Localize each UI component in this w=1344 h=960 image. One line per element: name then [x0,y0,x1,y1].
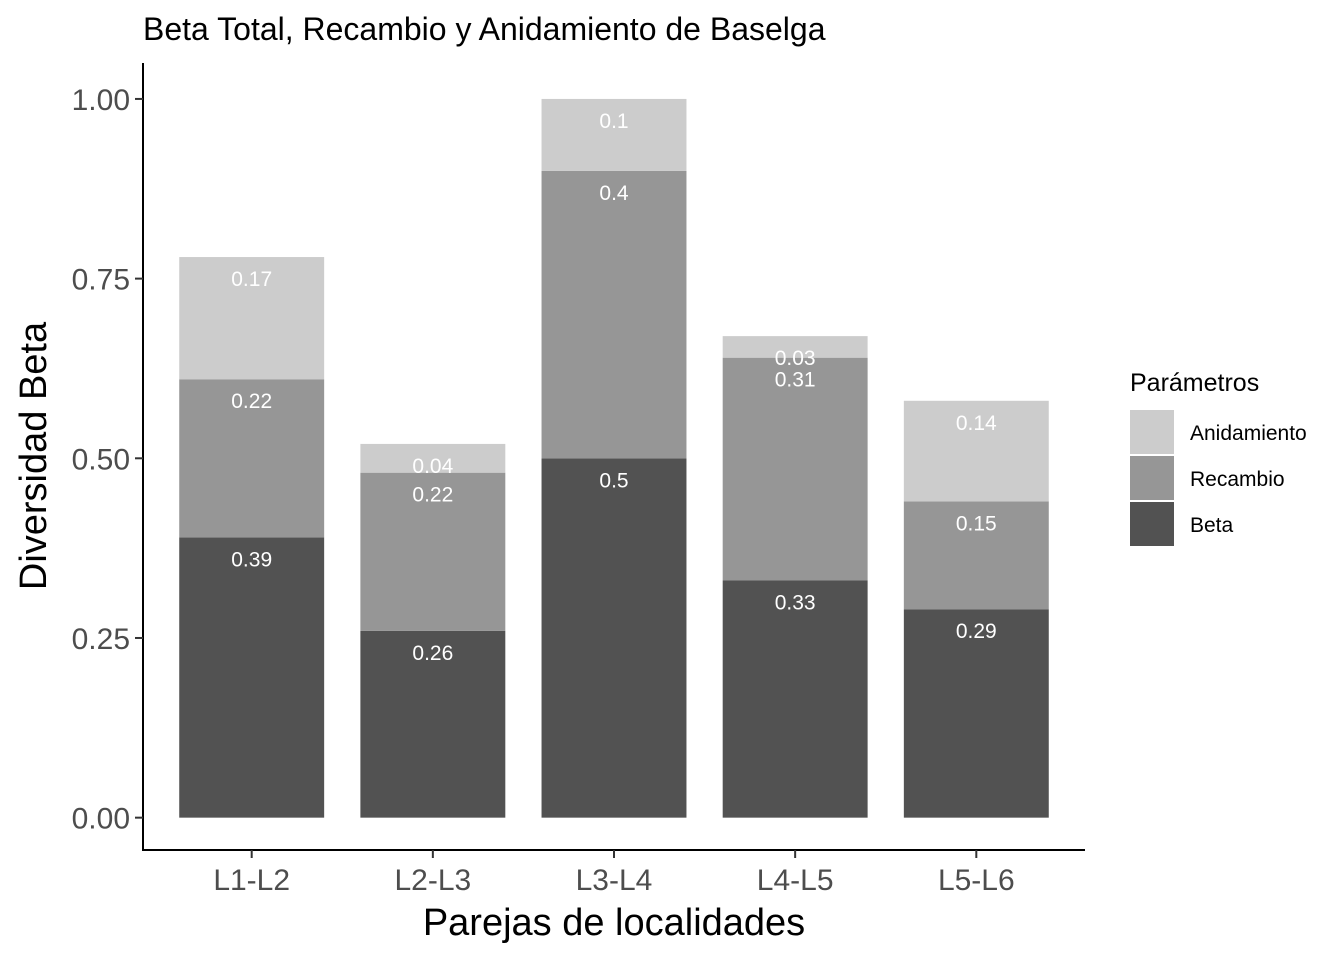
y-axis-title: Diversidad Beta [13,321,55,590]
data-label-recambio-l1-l2: 0.22 [231,390,272,413]
data-label-anidamiento-l1-l2: 0.17 [231,268,272,291]
data-label-recambio-l3-l4: 0.4 [599,182,629,205]
bar-recambio-l2-l3 [360,472,506,631]
plot-data-labels: 0.39 0.22 0.17 0.26 0.22 0.04 0.5 0.4 0.1 0.33 0.3… [231,110,997,665]
data-label-recambio-l5-l6: 0.15 [956,512,997,535]
bar-beta-l5-l6 [903,609,1049,818]
legend-label-beta: Beta [1190,514,1234,537]
x-tick-label: L2-L3 [394,864,471,897]
legend-key-beta [1130,502,1174,546]
legend-key-anidamiento [1130,410,1174,454]
bar-recambio-l3-l4 [541,170,687,459]
data-label-anidamiento-l5-l6: 0.14 [956,412,997,435]
x-tick-label: L1-L2 [213,864,290,897]
y-tick-label: 0.00 [72,803,130,836]
bar-anidamiento-l2-l3 [360,443,506,473]
bar-beta-l1-l2 [179,537,325,818]
x-tick-label: L3-L4 [576,864,653,897]
legend-title: Parámetros [1130,369,1259,397]
legend: Parámetros Anidamiento Recambio Beta [1130,369,1307,546]
legend-label-anidamiento: Anidamiento [1190,422,1307,445]
data-label-recambio-l2-l3: 0.22 [412,484,453,507]
x-tick-label: L4-L5 [757,864,834,897]
bar-recambio-l1-l2 [179,379,325,538]
legend-items: Anidamiento Recambio Beta [1130,410,1307,546]
bar-beta-l3-l4 [541,458,687,818]
x-axis-ticks: L1-L2 L2-L3 L3-L4 L4-L5 L5-L6 [213,850,1015,897]
x-axis-title: Parejas de localidades [423,902,805,944]
data-label-beta-l2-l3: 0.26 [412,642,453,665]
data-label-anidamiento-l2-l3: 0.04 [412,455,453,478]
bar-anidamiento-l5-l6 [903,400,1049,502]
bar-anidamiento-l3-l4 [541,98,687,171]
data-label-beta-l1-l2: 0.39 [231,548,272,571]
y-axis-ticks: 0.00 0.25 0.50 0.75 1.00 [72,84,143,836]
bar-anidamiento-l4-l5 [722,336,868,358]
bar-beta-l4-l5 [722,580,868,818]
bar-beta-l2-l3 [360,630,506,818]
x-tick-label: L5-L6 [938,864,1015,897]
data-label-recambio-l4-l5: 0.31 [775,369,816,392]
data-label-anidamiento-l4-l5: 0.03 [775,347,816,370]
y-tick-label: 0.25 [72,623,130,656]
bar-recambio-l5-l6 [903,501,1049,610]
legend-label-recambio: Recambio [1190,468,1285,491]
data-label-beta-l3-l4: 0.5 [599,469,628,492]
legend-key-recambio [1130,456,1174,500]
plot-bars [179,98,1049,818]
y-tick-label: 0.50 [72,443,130,476]
y-tick-label: 0.75 [72,264,130,297]
bar-anidamiento-l1-l2 [179,257,325,380]
data-label-anidamiento-l3-l4: 0.1 [599,110,628,133]
chart-title: Beta Total, Recambio y Anidamiento de Ba… [143,11,826,47]
data-label-beta-l4-l5: 0.33 [775,591,816,614]
y-tick-label: 1.00 [72,84,130,117]
data-label-beta-l5-l6: 0.29 [956,620,997,643]
bar-recambio-l4-l5 [722,357,868,581]
